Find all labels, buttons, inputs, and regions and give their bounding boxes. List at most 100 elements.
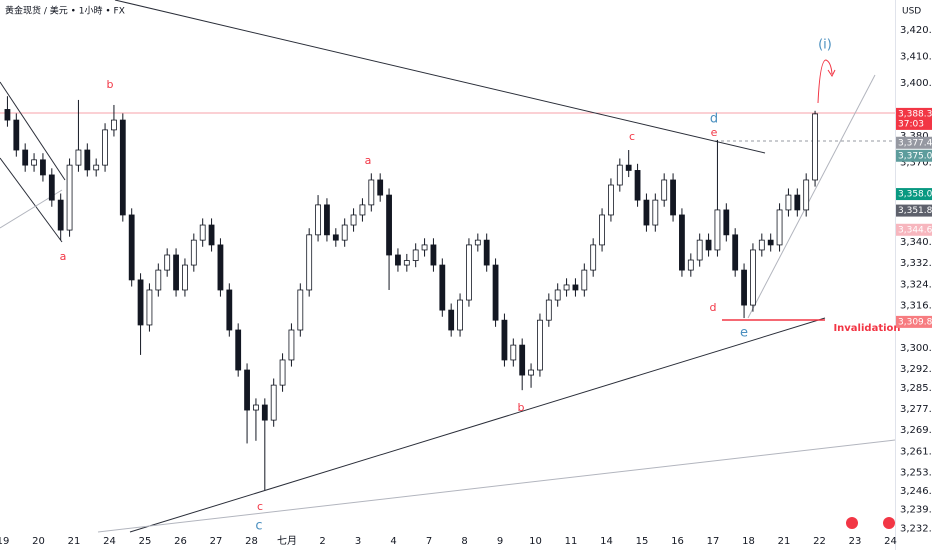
candle-body (182, 264, 188, 291)
candle-body (75, 149, 82, 166)
candle-body (4, 109, 11, 121)
candle-body (48, 174, 55, 201)
candle-body (741, 269, 747, 306)
x-tick-label: 七月 (277, 535, 297, 547)
annotation: a (365, 154, 372, 167)
candle-body (93, 164, 100, 171)
annotation: (i) (818, 38, 832, 53)
candle-body (572, 284, 579, 291)
candle-body (528, 369, 534, 376)
candle-body (803, 179, 810, 211)
x-tick-label: 24 (884, 536, 897, 547)
x-tick-label: 26 (174, 536, 187, 547)
x-tick-label: 7 (426, 536, 432, 547)
y-tick-label: 3,253.00 (900, 468, 932, 479)
candle-body (519, 344, 526, 376)
candle-body (670, 179, 676, 216)
price-label: 3,351.85 (898, 206, 932, 216)
candle-body (750, 249, 756, 306)
y-tick-label: 3,285.00 (900, 383, 932, 394)
price-label-box (896, 149, 932, 162)
y-tick-label: 3,420.00 (900, 25, 932, 36)
candle-body (714, 209, 721, 251)
y-tick-label: 3,316.00 (900, 301, 932, 312)
x-tick-label: 11 (565, 536, 578, 547)
candle-body (368, 179, 375, 206)
candle-body (146, 289, 153, 326)
trend-line (114, 0, 766, 154)
x-tick-label: 9 (497, 536, 503, 547)
candle-body (732, 234, 739, 271)
candle-body (31, 159, 37, 166)
x-tick-label: 21 (778, 536, 791, 547)
event-icon[interactable] (846, 517, 858, 529)
candle-body (324, 204, 330, 236)
candle-body (40, 159, 46, 176)
candle-body (421, 244, 428, 251)
y-tick-label: 3,269.00 (900, 425, 932, 436)
candle-body (288, 329, 295, 361)
candle-body (723, 209, 730, 236)
candle-body (767, 239, 774, 246)
candle-body (776, 209, 783, 246)
candle-body (155, 269, 162, 291)
price-label: 3,375.05 (898, 151, 932, 161)
candle-body (812, 113, 818, 181)
candle-body (359, 204, 366, 216)
candle-body (466, 244, 472, 301)
candle-body (696, 239, 703, 261)
x-tick-label: 4 (390, 536, 396, 547)
currency[interactable]: USD (902, 7, 921, 17)
y-tick-label: 3,332.00 (900, 258, 932, 269)
y-tick-label: 3,340.00 (900, 237, 932, 248)
x-tick-label: 22 (813, 536, 826, 547)
price-label-box (896, 204, 932, 217)
symbol-title[interactable]: 黄金现货 / 美元 • 1小時 • FX (5, 5, 125, 17)
y-tick-label: 3,261.00 (900, 446, 932, 457)
candle-body (634, 170, 641, 201)
candle-body (111, 119, 117, 131)
candle-body (581, 269, 588, 291)
channel-line (0, 81, 66, 181)
candle-body (474, 239, 481, 246)
candles (4, 96, 818, 491)
y-tick-label: 3,380.00 (900, 131, 932, 142)
trend-line (747, 74, 876, 319)
candle-body (616, 164, 623, 186)
price-label: 3,344.61 (898, 225, 932, 235)
candle-body (279, 359, 286, 386)
candle-body (341, 224, 348, 241)
x-tick-label: 19 (0, 536, 9, 547)
candle-body (306, 234, 313, 291)
candle-body (208, 224, 215, 246)
x-tick-label: 14 (600, 536, 613, 547)
x-tick-label: 28 (245, 536, 258, 547)
candle-body (119, 119, 126, 216)
annotation: c (629, 130, 635, 143)
candle-body (57, 199, 64, 231)
candle-body (173, 254, 179, 291)
candle-body (554, 289, 561, 301)
countdown: 37:03 (898, 119, 924, 129)
annotation: c (257, 500, 263, 513)
price-label: 3,388.33 (898, 109, 932, 119)
candle-body (457, 299, 463, 331)
y-tick-label: 3,410.00 (900, 51, 932, 62)
x-tick-label: 15 (636, 536, 649, 547)
y-tick-label: 3,246.00 (900, 486, 932, 497)
candle-body (705, 239, 712, 251)
candle-body (217, 244, 224, 291)
arrow (817, 59, 833, 104)
candle-body (13, 119, 20, 151)
candle-body (22, 149, 29, 166)
price-label: 3,309.86 (898, 317, 932, 327)
candle-body (679, 214, 685, 271)
candle-body (226, 289, 233, 331)
candle-body (270, 384, 277, 421)
price-label-box (896, 315, 932, 328)
candle-body (190, 239, 197, 266)
annotation: e (740, 326, 748, 341)
candle-body (377, 179, 384, 196)
x-tick-label: 21 (68, 536, 81, 547)
event-icon[interactable] (883, 517, 895, 529)
